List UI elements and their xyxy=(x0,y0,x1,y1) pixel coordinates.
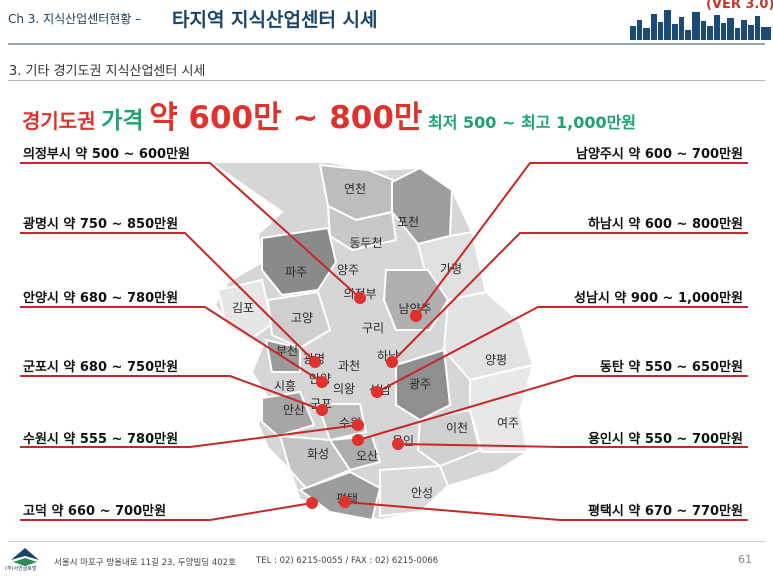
map-region-anseong xyxy=(379,464,450,518)
city-marker-dot xyxy=(371,386,383,398)
map-region-label: 광주 xyxy=(409,377,431,391)
headline-min-max: 최저 500 ~ 최고 1,000만원 xyxy=(428,113,637,132)
headline-price-range: 약 600만 ~ 800만 xyxy=(149,100,423,136)
city-marker-dot xyxy=(309,356,321,368)
price-label-anyang: 안양시 약 680 ~ 780만원 xyxy=(23,291,179,306)
map-region-label: 동두천 xyxy=(349,235,382,250)
map-region-paju xyxy=(261,226,338,297)
map-region-label: 여주 xyxy=(497,416,519,430)
price-label-uijeongbu: 의정부시 약 500 ~ 600만원 xyxy=(23,147,190,162)
map-region-yeoju xyxy=(469,363,535,453)
city-marker-dot xyxy=(306,497,318,509)
company-logo-icon xyxy=(11,548,39,566)
map-region-label: 파주 xyxy=(285,265,307,279)
price-label-pyeongtaek: 평택시 약 670 ~ 770만원 xyxy=(587,504,743,519)
map-region-namyangju xyxy=(382,269,450,331)
city-skyline-icon xyxy=(630,10,771,40)
map-region-label: 안산 xyxy=(283,403,305,417)
map-region-label: 고양 xyxy=(291,311,313,325)
price-label-suwon: 수원시 약 555 ~ 780만원 xyxy=(23,432,179,447)
footer-divider xyxy=(8,541,765,542)
map-region-label: 구리 xyxy=(362,321,384,335)
city-marker-dot xyxy=(392,438,404,450)
leader-line xyxy=(20,232,316,363)
leader-line xyxy=(415,162,748,317)
map-region-label: 화성 xyxy=(307,447,329,461)
slide-title: 타지역 지식산업센터 시세 xyxy=(172,9,378,31)
price-headline: 경기도권 가격 약 600만 ~ 800만 최저 500 ~ 최고 1,000만… xyxy=(22,92,636,137)
leader-line xyxy=(20,502,313,521)
city-marker-dot xyxy=(354,292,366,304)
header-divider xyxy=(8,43,765,45)
chapter-breadcrumb: Ch 3. 지식산업센터현황 – xyxy=(8,12,142,26)
map-region-label: 시흥 xyxy=(274,379,296,393)
leader-line xyxy=(376,306,748,393)
map-region-label: 과천 xyxy=(338,358,360,373)
page-number: 61 xyxy=(738,553,752,566)
version-badge: (VER 3.0) xyxy=(706,0,773,12)
leader-line xyxy=(20,306,323,383)
map-region-label: 포천 xyxy=(397,214,419,229)
map-region-label: 김포 xyxy=(232,301,254,315)
map-region-suwon xyxy=(316,403,368,442)
map-region-label: 양평 xyxy=(485,353,507,367)
footer-contact: TEL : 02) 6215-0055 / FAX : 02) 6215-006… xyxy=(256,556,439,566)
city-marker-dot xyxy=(410,310,422,322)
city-marker-dot xyxy=(316,404,328,416)
footer-address: 서울시 마포구 방울내로 11길 23, 두양빌딩 402호 xyxy=(54,558,236,568)
price-label-dongtan: 동탄 약 550 ~ 650만원 xyxy=(599,360,743,375)
map-region-label: 오산 xyxy=(356,449,378,463)
city-marker-dot xyxy=(316,376,328,388)
price-label-gwangmyeong: 광명시 약 750 ~ 850만원 xyxy=(23,217,179,232)
company-name: (주)서연글로벌 xyxy=(5,566,37,572)
leader-line xyxy=(20,375,323,411)
headline-region: 경기도권 xyxy=(22,109,96,133)
map-region-label: 의왕 xyxy=(333,382,355,396)
section-divider xyxy=(8,80,765,81)
price-label-namyangju: 남양주시 약 600 ~ 700만원 xyxy=(576,147,743,162)
price-label-godeok: 고덕 약 660 ~ 700만원 xyxy=(23,504,167,519)
price-leader-lines xyxy=(20,162,748,521)
leader-line xyxy=(391,232,748,363)
price-label-gunpo: 군포시 약 680 ~ 750만원 xyxy=(23,360,179,375)
city-marker-dot xyxy=(386,356,398,368)
map-region-labels: 연천포천동두천파주양주의정부가평김포고양남양주구리부천광명하남과천양평시흥안양의… xyxy=(232,181,519,506)
leader-line xyxy=(20,424,359,448)
city-marker-dot xyxy=(352,434,364,446)
leader-line xyxy=(344,501,748,521)
price-label-seongnam: 성남시 약 900 ~ 1,000만원 xyxy=(573,291,743,306)
map-region-label: 양주 xyxy=(337,263,359,277)
section-title: 3. 기타 경기도권 지식산업센터 시세 xyxy=(9,64,206,79)
map-region-label: 연천 xyxy=(344,181,366,196)
headline-price-label: 가격 xyxy=(101,108,144,134)
city-marker-dot xyxy=(339,496,351,508)
price-label-hanam: 하남시 약 600 ~ 800만원 xyxy=(587,217,743,232)
map-region-label: 안성 xyxy=(411,486,433,500)
map-region-label: 이천 xyxy=(446,420,468,435)
city-marker-dot xyxy=(352,419,364,431)
map-region-goyang xyxy=(266,290,332,350)
map-region-gwangju xyxy=(395,348,452,422)
leader-line xyxy=(20,162,361,299)
price-label-yongin: 용인시 약 550 ~ 700만원 xyxy=(587,432,743,447)
map-region-label: 부천 xyxy=(276,343,298,358)
leader-line xyxy=(397,443,748,448)
leader-line xyxy=(357,375,748,441)
